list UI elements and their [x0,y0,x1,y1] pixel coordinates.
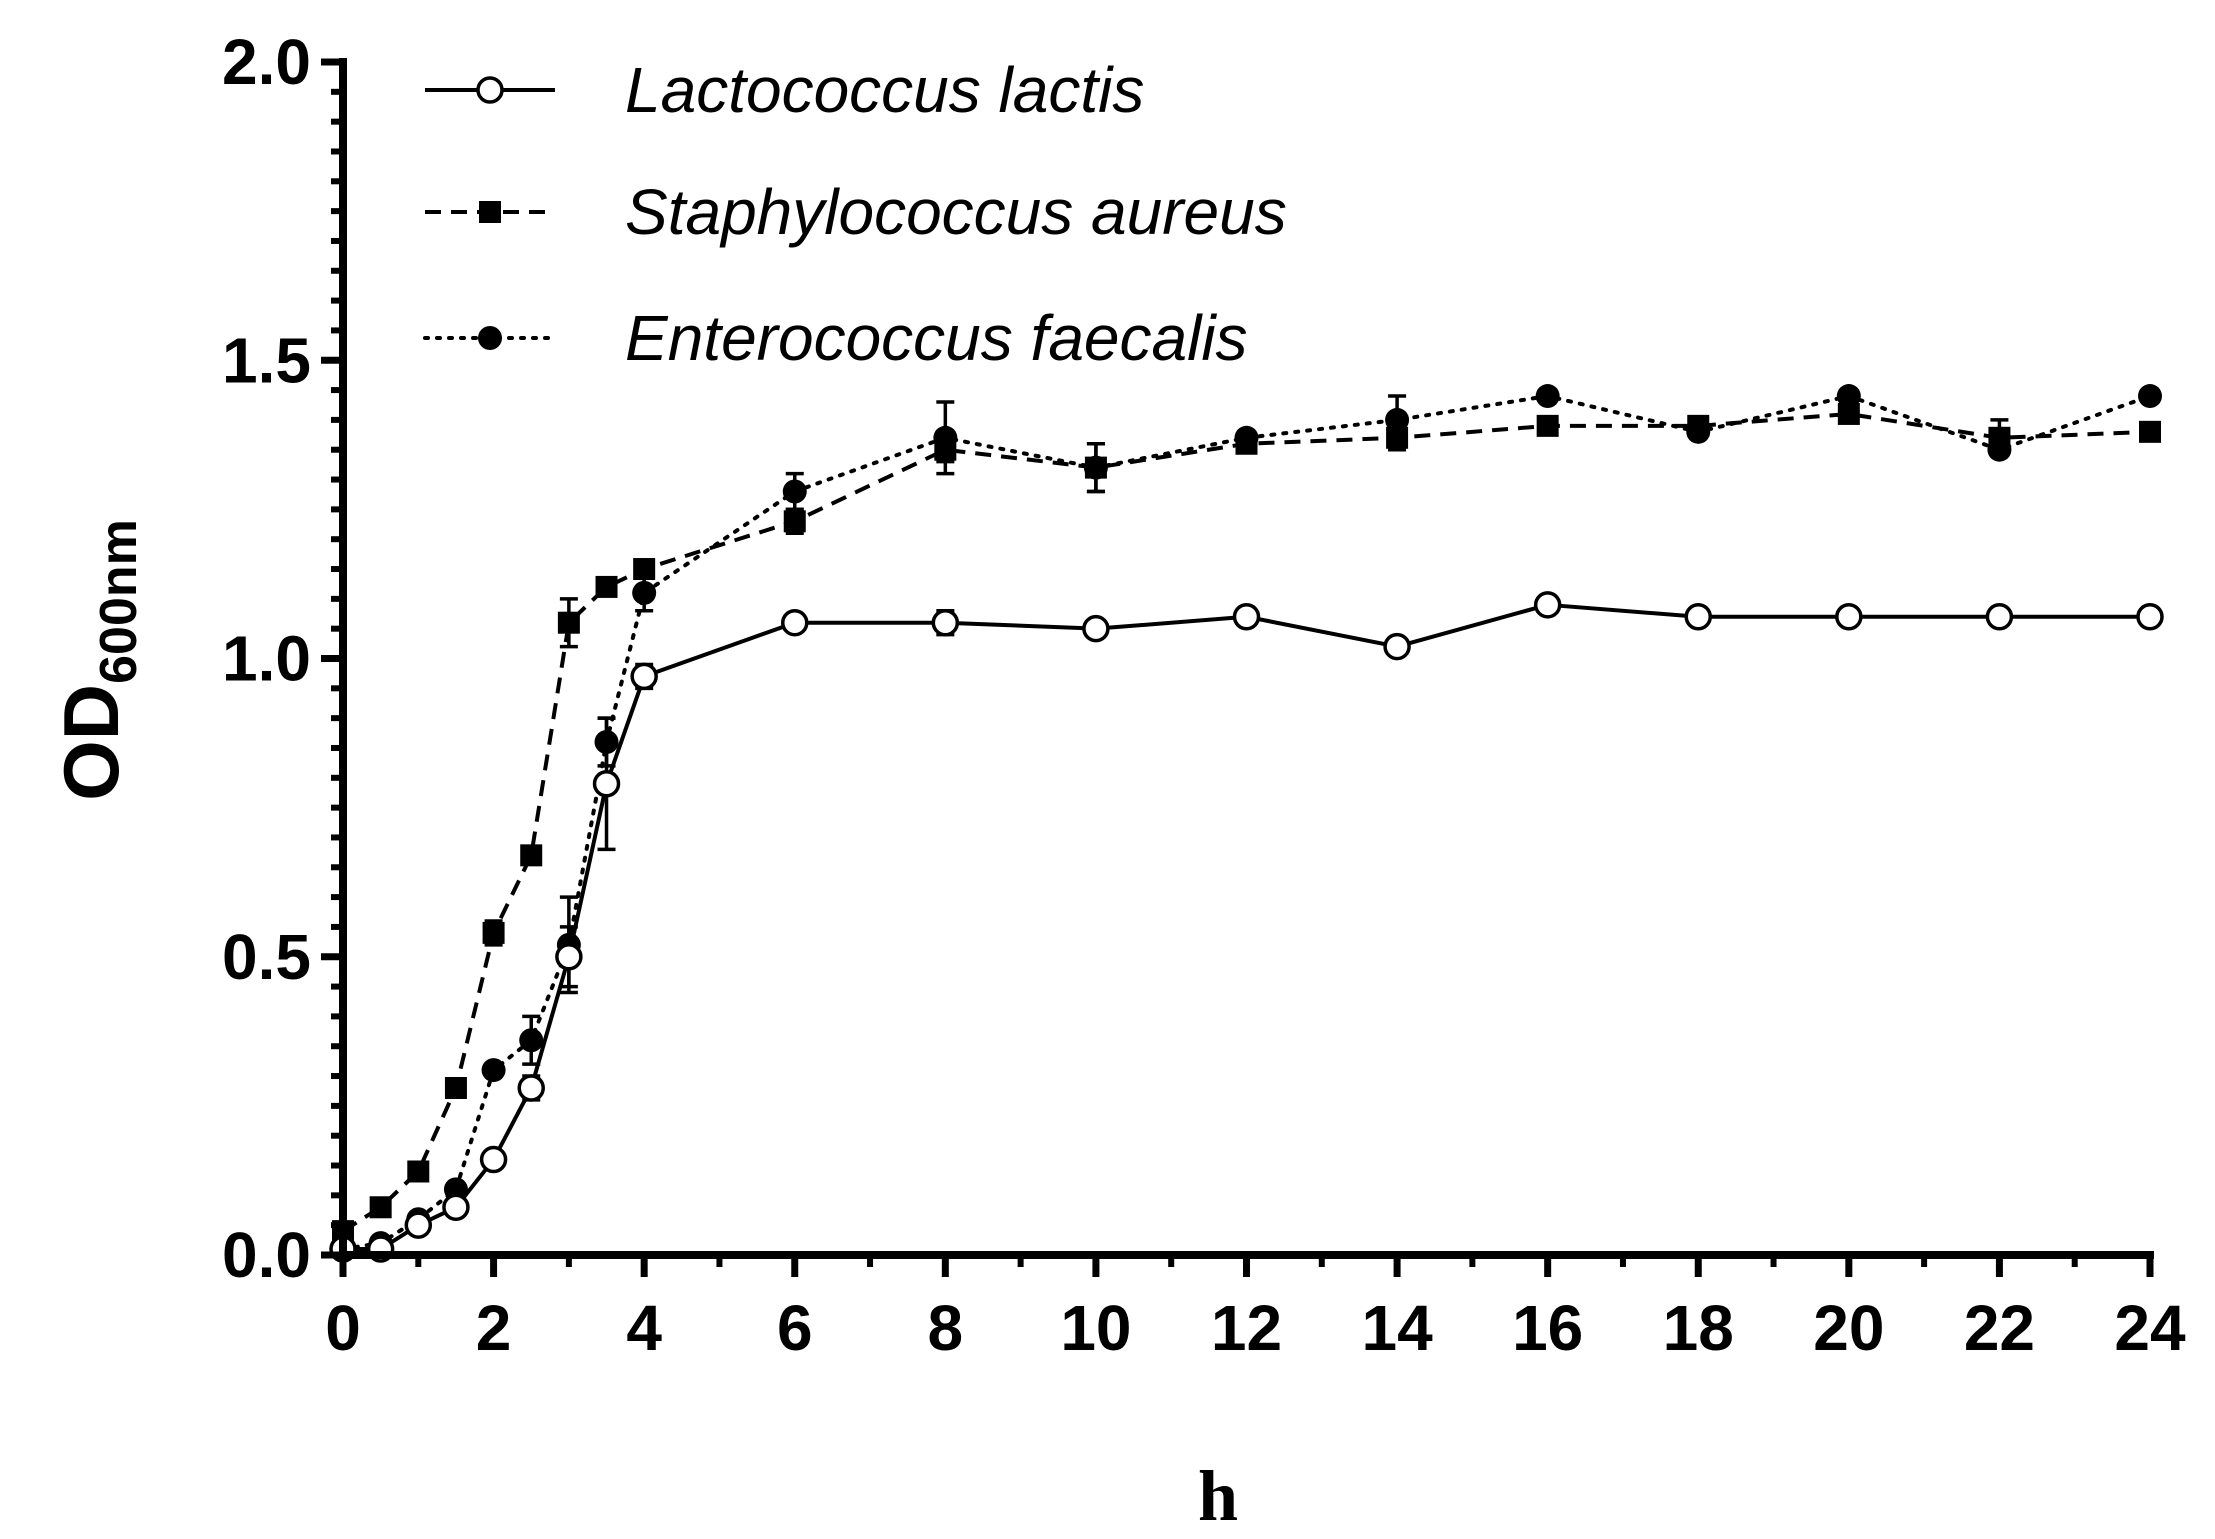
y-axis-label-subscript: 600nm [90,519,148,684]
data-point [1383,632,1411,661]
x-tick-label: 2 [476,1292,512,1364]
x-tick-label: 22 [1964,1292,2035,1364]
y-axis-label: OD600nm [47,519,148,801]
x-tick-label: 0 [325,1292,361,1364]
x-tick-label: 18 [1663,1292,1734,1364]
data-point [1987,437,2012,462]
data-point [520,844,543,867]
y-tick-label: 2.0 [222,26,311,98]
data-point [1083,455,1108,480]
x-tick-label: 6 [777,1292,813,1364]
data-point [555,943,583,971]
y-tick-label: 1.5 [222,324,311,396]
axes: 0.00.51.01.52.00 2 4 6 8 10 12 14 16 18 20 22 24 [222,26,2186,1364]
data-point [2136,602,2164,631]
legend: Lactococcus lactis Staphylococcus aureus E… [423,54,1287,374]
x-tick-label: 24 [2114,1292,2186,1364]
data-point [519,1028,544,1053]
data-point [592,770,621,798]
data-point [479,1145,508,1174]
data-point [595,575,618,598]
data-point [557,611,580,634]
data-point [781,608,809,637]
data-point [369,1196,392,1219]
x-axis-label: h [1198,1456,1238,1536]
data-point [1232,602,1261,631]
data-point [2138,384,2162,409]
data-point [632,580,657,605]
data-point [1835,602,1863,631]
data-point [931,608,960,637]
legend-label: Enterococcus faecalis [625,302,1248,374]
plot-area [329,384,2164,1263]
x-tick-label: 16 [1512,1292,1583,1364]
data-point [1535,384,1560,409]
data-point [630,662,658,691]
data-point [444,1076,467,1099]
series-lactococcus-lactis [329,591,2164,1263]
data-point [1533,591,1562,619]
y-tick-label: 1.0 [222,623,311,695]
data-point [442,1193,470,1222]
y-tick-label: 0.0 [222,1219,311,1291]
data-point [1536,414,1559,437]
data-point [1837,402,1860,425]
x-tick-label: 14 [1361,1292,1433,1364]
series-line [341,394,2152,1252]
data-point [481,1058,506,1083]
legend-marker [476,76,504,104]
data-point [517,1074,545,1102]
x-tick-label: 4 [626,1292,662,1364]
data-point [1836,384,1861,409]
y-tick-label: 0.5 [222,921,311,993]
data-point [933,425,958,450]
data-point [782,479,807,504]
y-axis-label-main: OD [47,684,135,801]
x-tick-label: 8 [928,1292,964,1364]
legend-label: Staphylococcus aureus [625,176,1287,248]
x-tick-label: 12 [1211,1292,1282,1364]
legend-marker [479,201,501,223]
x-tick-label: 20 [1813,1292,1884,1364]
legend-label: Lactococcus lactis [625,54,1144,126]
data-point [1385,407,1410,432]
legend-entry: Enterococcus faecalis [423,302,1248,374]
x-tick-label: 10 [1060,1292,1131,1364]
data-point [407,1160,430,1183]
data-point [1686,419,1711,444]
data-point [1985,602,2014,631]
data-point [404,1211,433,1239]
legend-entry: Lactococcus lactis [425,54,1144,126]
series-line [341,411,2151,1233]
data-point [482,921,505,944]
data-point [1684,602,1712,631]
series-line [343,602,2150,1252]
data-point [2139,420,2161,443]
legend-entry: Staphylococcus aureus [425,176,1287,248]
data-point [783,510,806,533]
data-point [1234,425,1259,450]
data-point [1082,614,1110,643]
legend-marker [478,326,502,350]
